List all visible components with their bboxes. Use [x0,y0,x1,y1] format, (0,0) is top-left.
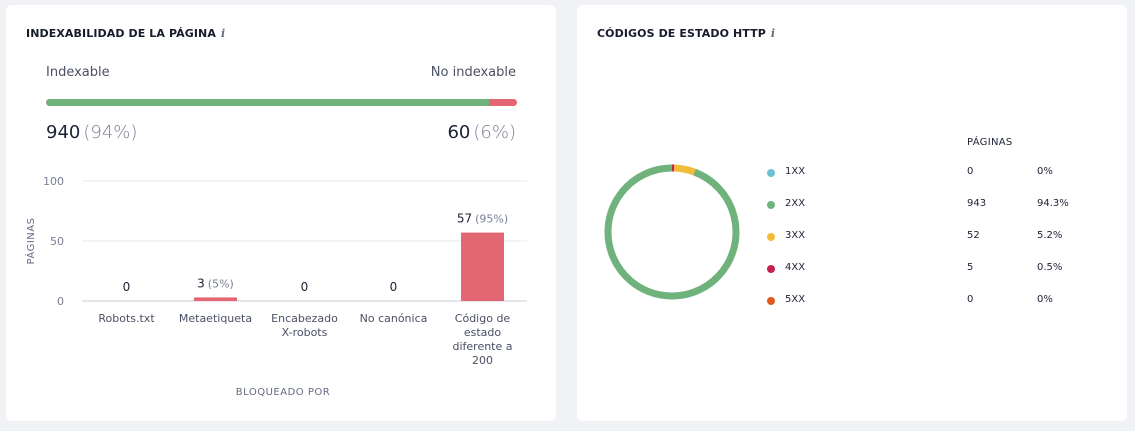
indexability-title-text: INDEXABILIDAD DE LA PÁGINA [26,27,216,40]
x-tick-label: Robots.txt [98,312,155,325]
legend-dot-icon [767,233,775,241]
y-axis-label: PÁGINAS [24,218,37,265]
y-tick-label: 50 [50,235,64,248]
x-tick-label: Código de estado diferente a 200 [452,312,512,367]
indexable-label: Indexable [46,65,110,80]
non-indexable-count-value: 60 [447,122,471,143]
y-tick-label: 0 [57,295,64,308]
bar-value-label: 0 [390,280,398,294]
http-codes-card: CÓDIGOS DE ESTADO HTTP i PÁGINAS 1XX 0 0% 2X… [577,5,1127,421]
indexability-progress-bar[interactable] [46,99,517,106]
x-axis-label: BLOQUEADO POR [236,387,330,398]
donut-slice-2xx[interactable] [604,164,740,300]
legend-pct: 94.3% [1037,198,1069,209]
legend-pct: 0.5% [1037,262,1063,273]
legend-count: 0 [967,166,974,177]
indexability-card: INDEXABILIDAD DE LA PÁGINA i Indexable No… [6,5,556,421]
info-icon[interactable]: i [770,27,776,40]
indexability-title: INDEXABILIDAD DE LA PÁGINA i [26,27,225,40]
legend-dot-icon [767,265,775,273]
http-codes-title: CÓDIGOS DE ESTADO HTTP i [597,27,775,40]
legend-name: 2XX [785,198,806,209]
blocked-by-bar-chart: 0 50 100 PÁGINAS 0 Robots.txt 3 (5%) Metaetiquet… [24,175,527,398]
legend-name: 3XX [785,230,806,241]
x-tick-label: Metaetiqueta [179,312,252,325]
legend-count: 5 [967,262,974,273]
legend-pct: 5.2% [1037,230,1063,241]
bar-value-label: 0 [301,280,309,294]
bar[interactable] [194,297,237,301]
x-tick-label: Encabezado X-robots [271,312,338,339]
bar-value-label: 3 (5%) [197,276,234,290]
legend-name: 1XX [785,166,806,177]
bar-value-label: 0 [123,280,131,294]
legend-count: 0 [967,294,974,305]
legend-pct: 0% [1037,166,1053,177]
http-codes-title-text: CÓDIGOS DE ESTADO HTTP [597,27,766,40]
legend-count: 943 [967,198,987,209]
legend-name: 5XX [785,294,806,305]
legend-dot-icon [767,297,775,305]
legend-pages-header: PÁGINAS [967,137,1013,148]
indexable-count-pct: (94%) [83,122,138,143]
legend-dot-icon [767,169,775,177]
non-indexable-label: No indexable [430,65,516,80]
non-indexable-count: 60 (6%) [447,122,516,143]
legend-pct: 0% [1037,294,1053,305]
legend-dot-icon [767,201,775,209]
http-codes-donut-chart [604,164,740,300]
x-tick-label: No canónica [360,312,428,325]
donut-slice-3xx[interactable] [673,164,696,176]
legend-count: 52 [967,230,980,241]
bar[interactable] [461,232,504,301]
indexable-count: 940 (94%) [46,122,137,143]
legend-name: 4XX [785,262,806,273]
y-tick-label: 100 [43,175,64,188]
non-indexable-count-pct: (6%) [473,122,516,143]
info-icon[interactable]: i [220,27,226,40]
indexable-count-value: 940 [46,122,81,143]
indexable-fill [46,99,489,106]
bar-value-label: 57 (95%) [457,212,508,226]
